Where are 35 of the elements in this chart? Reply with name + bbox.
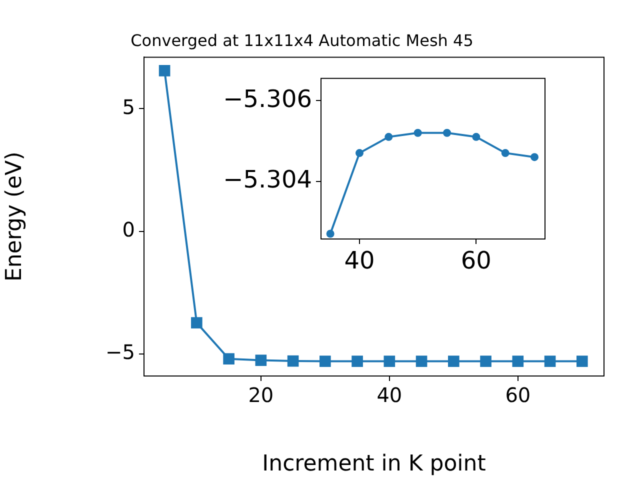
point xyxy=(416,356,428,367)
y-tick-label: 5 xyxy=(122,94,135,119)
point xyxy=(356,149,364,158)
y-tick-label: −5 xyxy=(106,340,135,364)
point xyxy=(443,128,451,137)
point xyxy=(544,356,556,367)
x-tick-label: 40 xyxy=(376,383,402,408)
point xyxy=(530,153,538,162)
point xyxy=(480,356,492,367)
point xyxy=(576,356,588,367)
point xyxy=(158,65,170,76)
point xyxy=(191,317,202,328)
x-tick-label: 40 xyxy=(344,246,375,275)
point xyxy=(255,354,267,366)
x-tick-label: 60 xyxy=(460,246,492,275)
point xyxy=(320,356,331,367)
point xyxy=(223,353,234,364)
x-tick-label: 60 xyxy=(505,383,531,408)
point xyxy=(448,356,460,367)
point xyxy=(352,356,363,367)
point xyxy=(384,356,396,367)
y-tick-label: −5.304 xyxy=(223,166,312,194)
point xyxy=(326,230,334,238)
point xyxy=(512,356,524,367)
chart-title: Converged at 11x11x4 Automatic Mesh 45 xyxy=(130,30,474,50)
x-axis-title: Increment in K point xyxy=(262,452,486,477)
y-axis-title: Energy (eV) xyxy=(2,152,27,282)
point xyxy=(414,128,422,137)
point xyxy=(384,132,393,141)
x-tick-label: 20 xyxy=(248,383,274,408)
point xyxy=(287,355,299,367)
y-tick-label: −5.306 xyxy=(223,84,312,113)
y-tick-label: 0 xyxy=(122,218,135,242)
point xyxy=(501,149,510,158)
point xyxy=(472,132,480,141)
